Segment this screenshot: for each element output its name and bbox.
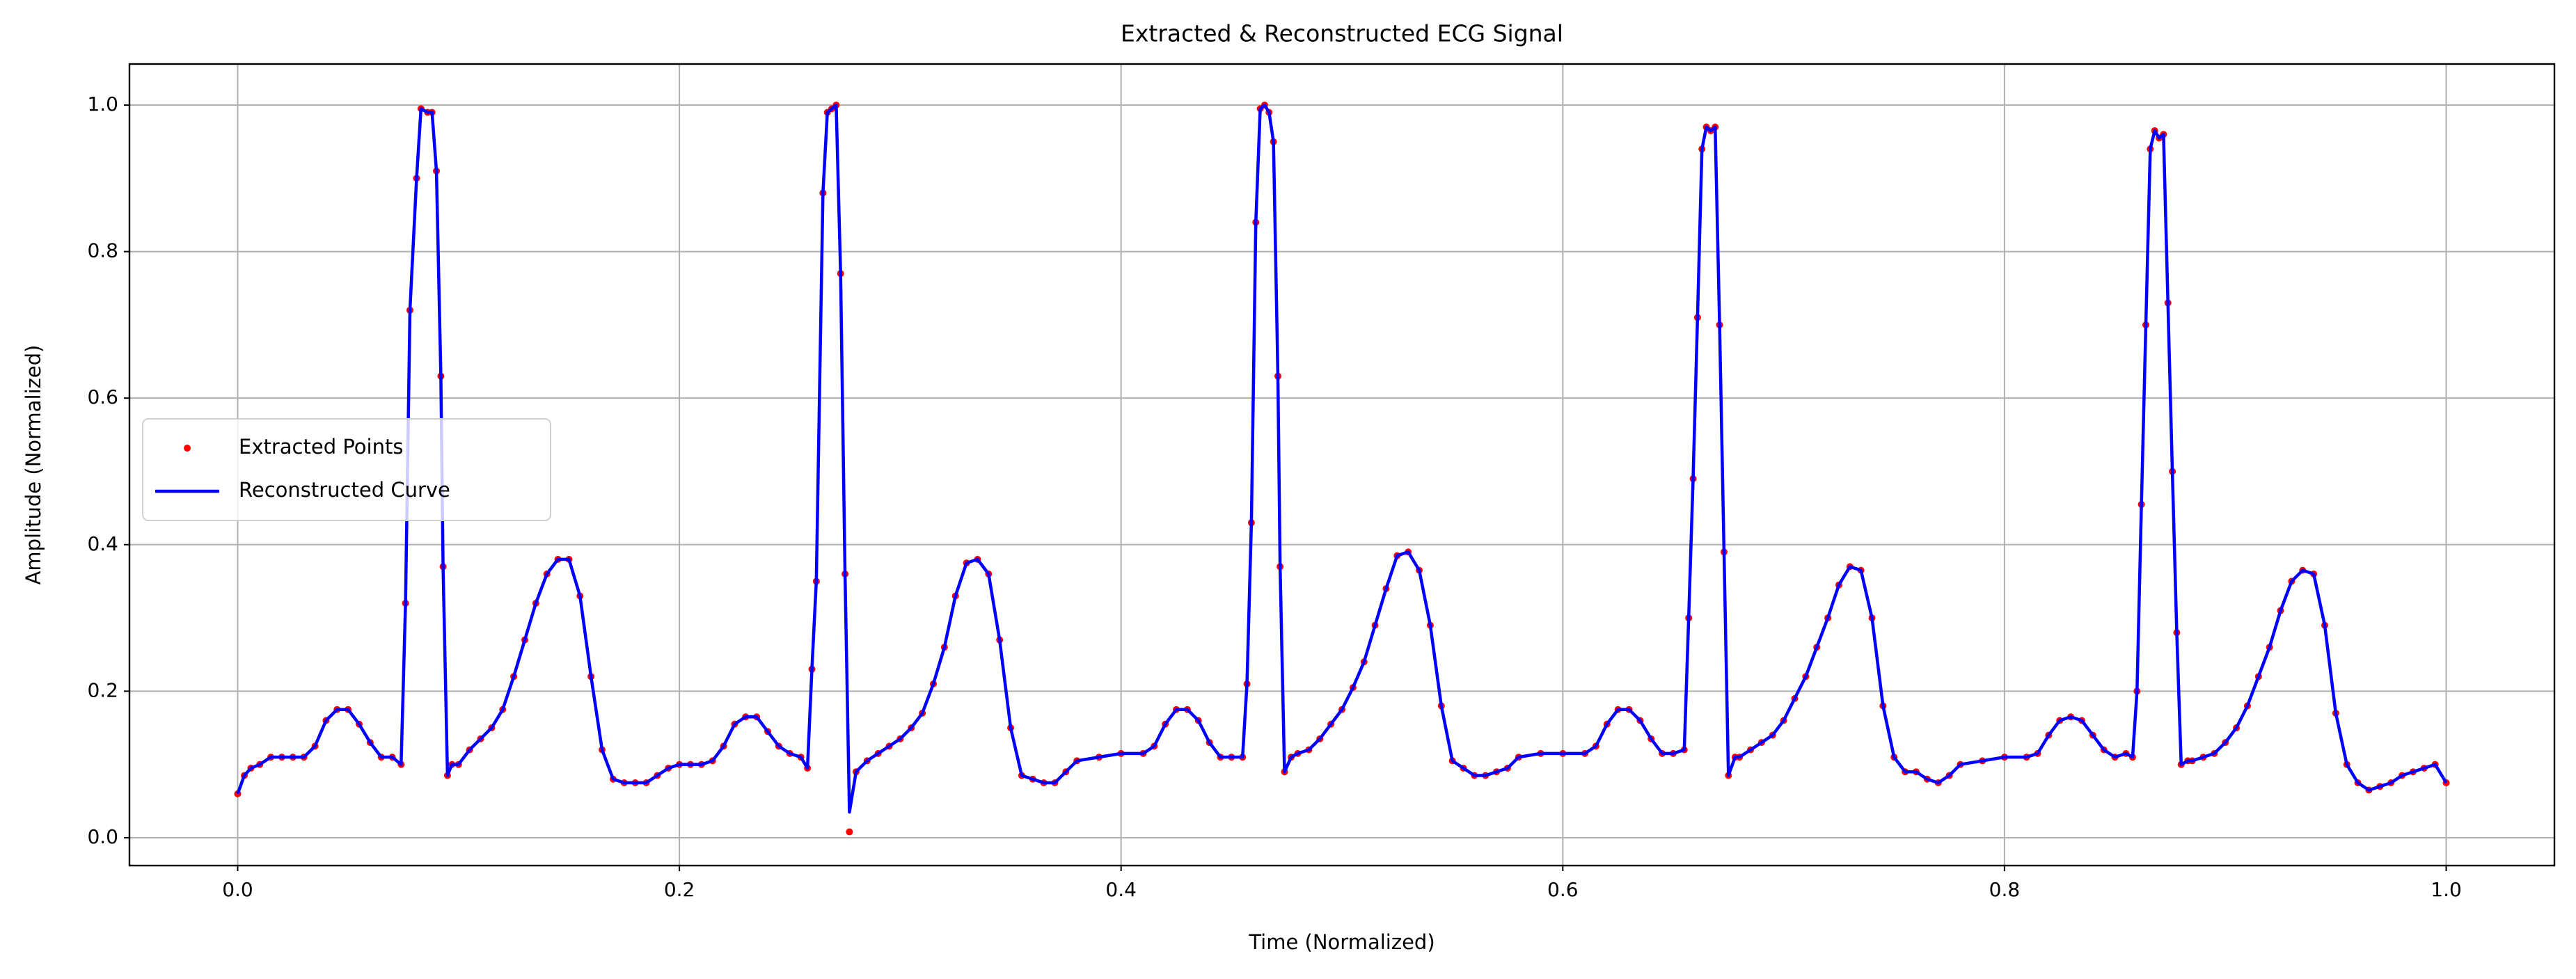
legend-marker <box>184 445 191 452</box>
legend-label: Reconstructed Curve <box>239 478 450 502</box>
grid <box>129 64 2554 866</box>
axes-frame <box>128 63 2556 867</box>
y-tick-label: 0.6 <box>87 385 118 408</box>
y-tick-label: 0.2 <box>87 678 118 701</box>
legend-label: Extracted Points <box>239 435 403 459</box>
y-tick-label: 0.8 <box>87 239 118 262</box>
y-axis-label: Amplitude (Normalized) <box>22 345 45 585</box>
x-tick-label: 0.6 <box>1547 878 1579 901</box>
x-tick-label: 0.4 <box>1105 878 1137 901</box>
chart-title: Extracted & Reconstructed ECG Signal <box>1121 20 1563 47</box>
data-point <box>846 828 853 836</box>
x-tick-label: 0.8 <box>1989 878 2021 901</box>
ticks: 0.0 0.2 0.4 0.6 0.8 1.0 0.0 0.2 0.4 0.6 0.8 1.0 <box>87 93 2461 901</box>
x-axis-label: Time (Normalized) <box>1248 930 1435 954</box>
y-tick-label: 1.0 <box>87 93 118 116</box>
line-series <box>236 103 2448 814</box>
x-tick-label: 0.2 <box>664 878 695 901</box>
legend-box <box>142 418 551 521</box>
plot-area <box>234 101 2450 836</box>
x-tick-label: 0.0 <box>222 878 253 901</box>
x-tick-label: 1.0 <box>2431 878 2462 901</box>
y-tick-label: 0.4 <box>87 532 118 555</box>
legend: Extracted Points Reconstructed Curve <box>142 418 551 521</box>
y-tick-label: 0.0 <box>87 825 118 848</box>
